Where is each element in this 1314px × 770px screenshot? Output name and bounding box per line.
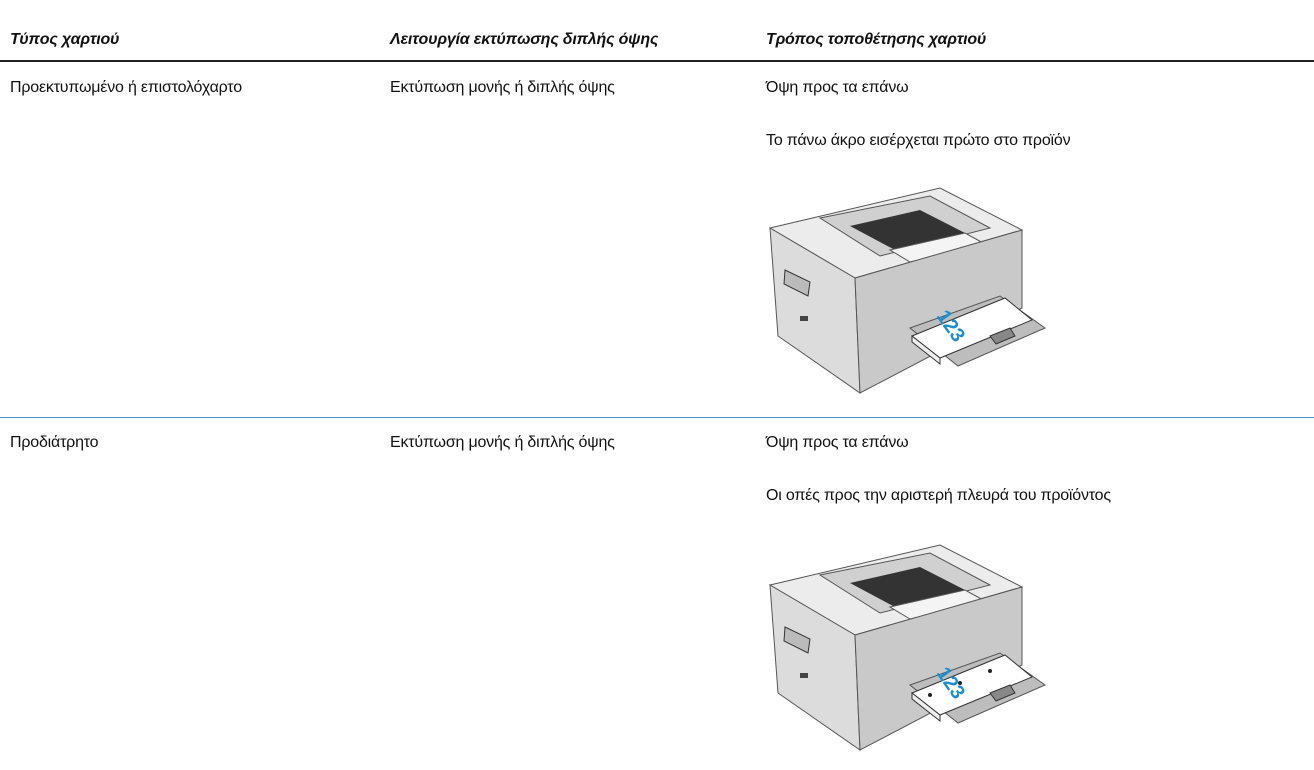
control-panel bbox=[783, 269, 811, 297]
orientation: Όψη προς τα επάνω bbox=[766, 434, 909, 451]
column-header: Τρόπος τοποθέτησης χαρτιού bbox=[766, 31, 987, 48]
orientation: Όψη προς τα επάνω bbox=[766, 79, 909, 96]
paper-edge bbox=[911, 691, 941, 723]
orientation: Οι οπές προς την αριστερή πλευρά του προ… bbox=[766, 487, 1111, 504]
button bbox=[800, 316, 808, 321]
printer-side bbox=[854, 586, 1023, 751]
control-panel bbox=[783, 626, 811, 654]
paper-type: Προδιάτρητο bbox=[10, 434, 99, 451]
column-header: Τύπος χαρτιού bbox=[10, 31, 120, 48]
paper-guide bbox=[989, 327, 1016, 345]
hole bbox=[928, 693, 932, 697]
paper-type: Προεκτυπωμένο ή επιστολόχαρτο bbox=[10, 79, 242, 96]
printer-side bbox=[854, 229, 1023, 394]
output-slot bbox=[850, 210, 965, 250]
printer: 123 bbox=[768, 544, 1047, 751]
button bbox=[800, 673, 808, 678]
printer: 123 bbox=[768, 187, 1047, 394]
printer-illustration: 123 bbox=[760, 178, 1060, 408]
output-slot bbox=[850, 567, 965, 607]
paper-guide bbox=[989, 684, 1016, 702]
hole bbox=[958, 681, 962, 685]
duplex-mode: Εκτύπωση μονής ή διπλής όψης bbox=[390, 79, 615, 96]
hole bbox=[988, 669, 992, 673]
header-rule bbox=[0, 60, 1314, 62]
printer-illustration: 123 bbox=[760, 535, 1060, 765]
row-rule bbox=[0, 417, 1314, 418]
orientation: Το πάνω άκρο εισέρχεται πρώτο στο προϊόν bbox=[766, 132, 1071, 149]
duplex-mode: Εκτύπωση μονής ή διπλής όψης bbox=[390, 434, 615, 451]
paper-edge bbox=[911, 334, 941, 366]
column-header: Λειτουργία εκτύπωσης διπλής όψης bbox=[390, 31, 659, 48]
